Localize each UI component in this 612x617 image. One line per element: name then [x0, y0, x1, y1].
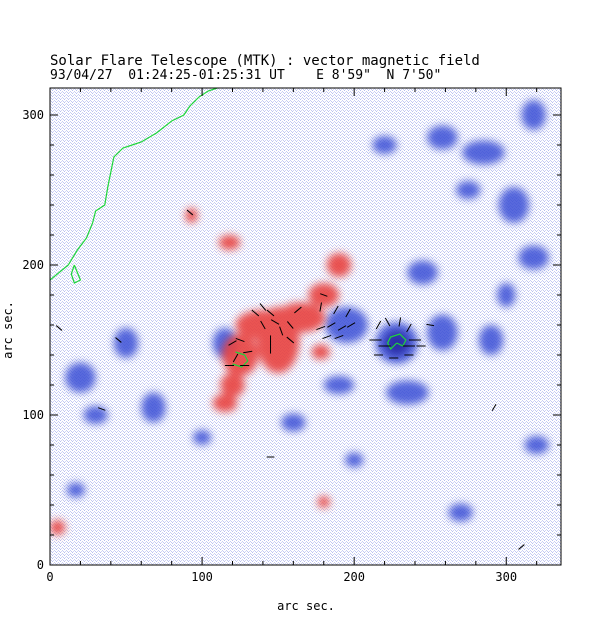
figure-title: Solar Flare Telescope (MTK) : vector mag… — [50, 53, 480, 69]
field-vector — [346, 322, 356, 328]
polarity-map — [50, 100, 549, 535]
positive-polarity-region — [311, 344, 330, 360]
positive-polarity-region — [317, 496, 330, 508]
axes-ticks: 0 100 200 300 0 100 200 300 — [22, 88, 561, 584]
contour-line — [386, 333, 407, 351]
negative-polarity-region — [66, 482, 85, 498]
negative-polarity-region — [498, 187, 530, 223]
negative-polarity-region — [521, 100, 546, 130]
x-tick-label: 300 — [495, 570, 517, 584]
field-vector — [228, 340, 237, 346]
contour-line — [70, 264, 82, 284]
negative-polarity-region — [478, 325, 504, 355]
negative-polarity-region — [345, 452, 364, 468]
positive-polarity-region — [212, 394, 238, 412]
field-vector — [320, 293, 328, 297]
field-vector — [518, 544, 525, 550]
field-vector — [266, 309, 275, 317]
negative-polarity-region — [65, 362, 96, 393]
field-vector — [294, 306, 302, 314]
field-vector — [235, 337, 245, 343]
field-vector — [270, 319, 280, 325]
field-vector — [97, 407, 106, 411]
negative-polarity-region — [192, 430, 212, 445]
field-vector — [327, 322, 336, 328]
y-tick-label: 0 — [37, 558, 44, 572]
field-vector — [491, 403, 497, 412]
field-vector — [260, 320, 266, 330]
y-axis-label: arc sec. — [1, 301, 15, 359]
positive-polarity-region — [50, 520, 66, 535]
y-tick-label: 200 — [22, 258, 44, 272]
field-vector — [232, 353, 239, 363]
field-vector — [337, 325, 347, 331]
field-vector — [398, 317, 402, 327]
x-tick-label: 0 — [46, 570, 53, 584]
negative-polarity-region — [518, 245, 549, 270]
x-tick-label: 200 — [343, 570, 365, 584]
field-vector — [243, 350, 253, 354]
negative-polarity-region — [372, 136, 397, 154]
positive-polarity-region — [218, 235, 241, 250]
field-vector — [115, 337, 122, 343]
field-vector — [279, 326, 284, 336]
field-vector — [55, 325, 63, 331]
negative-polarity-region — [427, 314, 458, 351]
field-vectors — [55, 209, 525, 550]
field-vector — [251, 309, 260, 317]
field-vector — [316, 325, 326, 331]
field-vector — [345, 308, 351, 318]
negative-polarity-region — [83, 406, 108, 424]
field-vector — [319, 302, 322, 312]
field-vector — [259, 303, 267, 311]
contours — [50, 88, 407, 368]
negative-polarity-region — [427, 125, 458, 150]
y-tick-label: 100 — [22, 408, 44, 422]
negative-polarity-region — [323, 376, 355, 394]
y-tick-label: 300 — [22, 108, 44, 122]
negative-polarity-region — [462, 140, 505, 165]
field-vector — [384, 317, 391, 327]
contour-line — [232, 351, 249, 368]
negative-polarity-region — [386, 380, 429, 405]
observation-info: 93/04/27 01:24:25-01:25:31 UT E 8'59" N … — [50, 68, 442, 83]
field-vector — [375, 320, 382, 330]
negative-polarity-region — [407, 260, 438, 285]
field-vector — [334, 334, 344, 340]
x-tick-label: 100 — [191, 570, 213, 584]
negative-polarity-region — [141, 392, 166, 423]
negative-polarity-region — [448, 503, 473, 522]
field-vector — [286, 336, 295, 344]
positive-polarity-region — [326, 253, 352, 277]
positive-polarity-region — [276, 302, 326, 333]
field-vector — [186, 209, 194, 216]
positive-polarity-region — [220, 373, 245, 397]
plot-frame — [49, 87, 562, 566]
negative-polarity-region — [325, 307, 368, 343]
field-vector — [426, 323, 435, 327]
negative-polarity-region — [456, 181, 481, 199]
negative-polarity-region — [497, 283, 516, 307]
negative-polarity-region — [113, 328, 139, 358]
negative-polarity-region — [524, 436, 549, 454]
x-axis-label: arc sec. — [277, 599, 335, 613]
negative-polarity-region — [281, 413, 306, 432]
field-vector — [333, 305, 339, 315]
field-vector — [406, 323, 412, 333]
field-vector — [322, 334, 332, 340]
field-vector — [286, 321, 294, 329]
contour-line — [50, 88, 218, 281]
